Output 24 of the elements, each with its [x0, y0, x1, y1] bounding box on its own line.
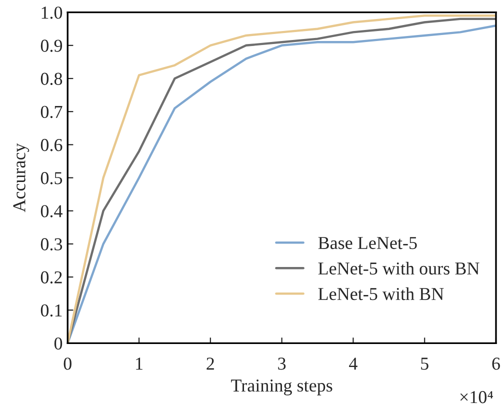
y-tick-label: 0.5: [40, 172, 62, 184]
legend-label: LeNet-5 with BN: [318, 287, 444, 300]
x-tick-label: 2: [206, 358, 214, 370]
y-tick-label: 0: [54, 337, 62, 350]
x-tick-label: 5: [421, 358, 428, 370]
y-tick-label: 0.2: [40, 271, 62, 284]
x-tick-label: 1: [136, 358, 142, 370]
legend-label: Base LeNet-5: [318, 237, 417, 250]
y-tick-label: 0.1: [40, 304, 62, 317]
y-axis-title: Accuracy: [13, 143, 30, 212]
x-tick-label: 4: [349, 358, 358, 370]
y-tick-label: 0.4: [40, 205, 62, 218]
y-tick-label: 1.0: [42, 6, 62, 19]
legend-label: LeNet-5 with ours BN: [318, 262, 480, 275]
y-tick-label: 0.9: [40, 40, 62, 52]
text: ×10⁴: [460, 391, 493, 404]
y-tick-label: 0.8: [40, 72, 62, 86]
x-tick-label: 6: [492, 358, 500, 370]
y-tick-label: 0.3: [40, 238, 62, 250]
x-tick-label: 3: [278, 358, 286, 370]
x-tick-label: 0: [64, 358, 72, 370]
y-tick-label: 0.6: [40, 138, 62, 152]
y-tick-label: 0.7: [40, 106, 62, 118]
x-axis-title: Training steps: [231, 380, 332, 396]
